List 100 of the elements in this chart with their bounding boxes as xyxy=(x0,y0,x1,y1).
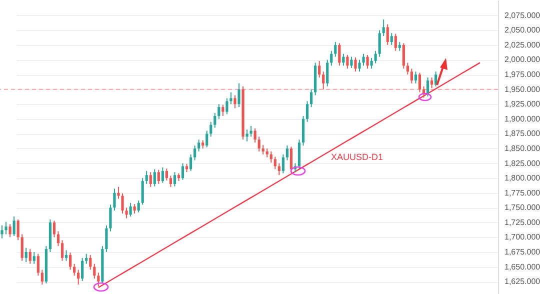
candlestick xyxy=(93,263,96,280)
candlestick xyxy=(382,19,385,37)
candlestick xyxy=(330,50,333,66)
candlestick xyxy=(0,224,4,239)
y-tick-label: 1,750.000 xyxy=(504,203,541,212)
candlestick xyxy=(370,57,373,70)
y-tick-label: 1,650.000 xyxy=(504,262,541,272)
candlestick xyxy=(105,224,108,252)
y-tick-label: 1,775.000 xyxy=(504,188,541,198)
candlestick xyxy=(258,136,260,152)
y-tick-label: 1,700.000 xyxy=(504,232,541,242)
candlestick xyxy=(218,104,220,120)
candlestick xyxy=(149,172,152,188)
candlestick xyxy=(113,188,116,212)
candlestick xyxy=(298,139,301,170)
candlestick xyxy=(189,154,192,172)
candlestick xyxy=(306,100,309,122)
candlestick xyxy=(141,178,144,206)
candlestick xyxy=(322,71,325,90)
candlestick xyxy=(402,42,405,70)
candlestick xyxy=(334,42,337,58)
candlestick xyxy=(414,71,418,84)
candlestick xyxy=(194,145,196,161)
candlestick xyxy=(137,200,140,213)
y-tick-label: 1,625.000 xyxy=(504,277,541,286)
y-tick-label: 1,800.000 xyxy=(504,174,541,183)
candlestick xyxy=(410,68,414,84)
candlestick xyxy=(418,72,422,93)
candlestick xyxy=(234,94,236,109)
candlestick xyxy=(81,257,84,282)
candlestick xyxy=(310,88,313,108)
candlestick xyxy=(129,202,132,218)
candlestick xyxy=(8,224,12,238)
candlestick xyxy=(4,221,8,235)
candlestick xyxy=(406,62,409,76)
candlestick xyxy=(326,59,329,87)
candlestick xyxy=(430,76,434,89)
y-tick-label: 1,675.000 xyxy=(504,248,541,256)
candlestick xyxy=(374,50,377,64)
candlestick xyxy=(85,253,88,264)
candlestick xyxy=(210,121,212,138)
candlestick xyxy=(24,247,28,263)
candlestick xyxy=(350,56,353,69)
candlestick xyxy=(282,154,284,174)
candlestick xyxy=(238,82,240,108)
candlestick xyxy=(145,170,148,184)
y-tick-label: 2,025.000 xyxy=(504,40,541,50)
candlestick xyxy=(226,98,228,115)
candlestick xyxy=(386,24,389,46)
y-tick-label: 2,075.000 xyxy=(504,10,541,20)
y-tick-label: 1,825.000 xyxy=(504,158,541,168)
y-tick-label: 1,925.000 xyxy=(504,100,541,109)
candlestick xyxy=(378,30,381,58)
candlestick xyxy=(133,204,136,214)
candlestick xyxy=(434,71,438,87)
candlestick xyxy=(302,115,305,146)
candlestick xyxy=(68,252,72,270)
candlestick xyxy=(161,166,164,184)
y-tick-label: 1,975.000 xyxy=(504,70,541,80)
candlestick xyxy=(109,204,112,232)
candlestick xyxy=(254,128,256,144)
candlestick xyxy=(173,172,176,187)
candlestick xyxy=(278,162,280,176)
candlestick xyxy=(394,33,397,52)
candlestick xyxy=(181,162,184,180)
candlestick xyxy=(40,269,44,286)
candlestick xyxy=(28,248,32,264)
candlestick xyxy=(60,240,64,262)
candlestick xyxy=(274,156,276,170)
candlestick xyxy=(16,218,20,241)
candlestick xyxy=(250,126,252,138)
candlestick xyxy=(169,175,172,188)
candlestick xyxy=(270,150,272,164)
candlestick xyxy=(246,129,248,142)
y-tick-label: 1,950.000 xyxy=(504,84,541,94)
candlestick xyxy=(121,192,124,214)
candlestick xyxy=(318,60,321,78)
candlestick xyxy=(12,216,16,237)
candlestick xyxy=(354,56,357,72)
candlestick xyxy=(426,76,430,97)
candlestick xyxy=(117,186,120,200)
candlestick xyxy=(198,139,200,152)
y-tick-label: 1,725.000 xyxy=(504,218,541,227)
candlestick xyxy=(206,130,208,148)
y-tick-label: 2,000.000 xyxy=(504,55,541,64)
candlestick xyxy=(77,269,80,286)
candlestick xyxy=(56,230,60,247)
y-tick-label: 1,850.000 xyxy=(504,144,541,153)
candlestick xyxy=(157,169,160,184)
candlestick xyxy=(222,104,224,116)
candlestick xyxy=(32,252,36,264)
candlestick xyxy=(153,168,156,187)
candlestick xyxy=(366,54,369,70)
candlestick xyxy=(286,145,288,161)
candlestick xyxy=(52,220,56,238)
candlestick xyxy=(338,42,341,66)
candlestick xyxy=(230,92,232,105)
candlestick xyxy=(125,207,128,219)
candlestick xyxy=(20,234,24,262)
y-tick-label: 1,900.000 xyxy=(504,114,541,124)
